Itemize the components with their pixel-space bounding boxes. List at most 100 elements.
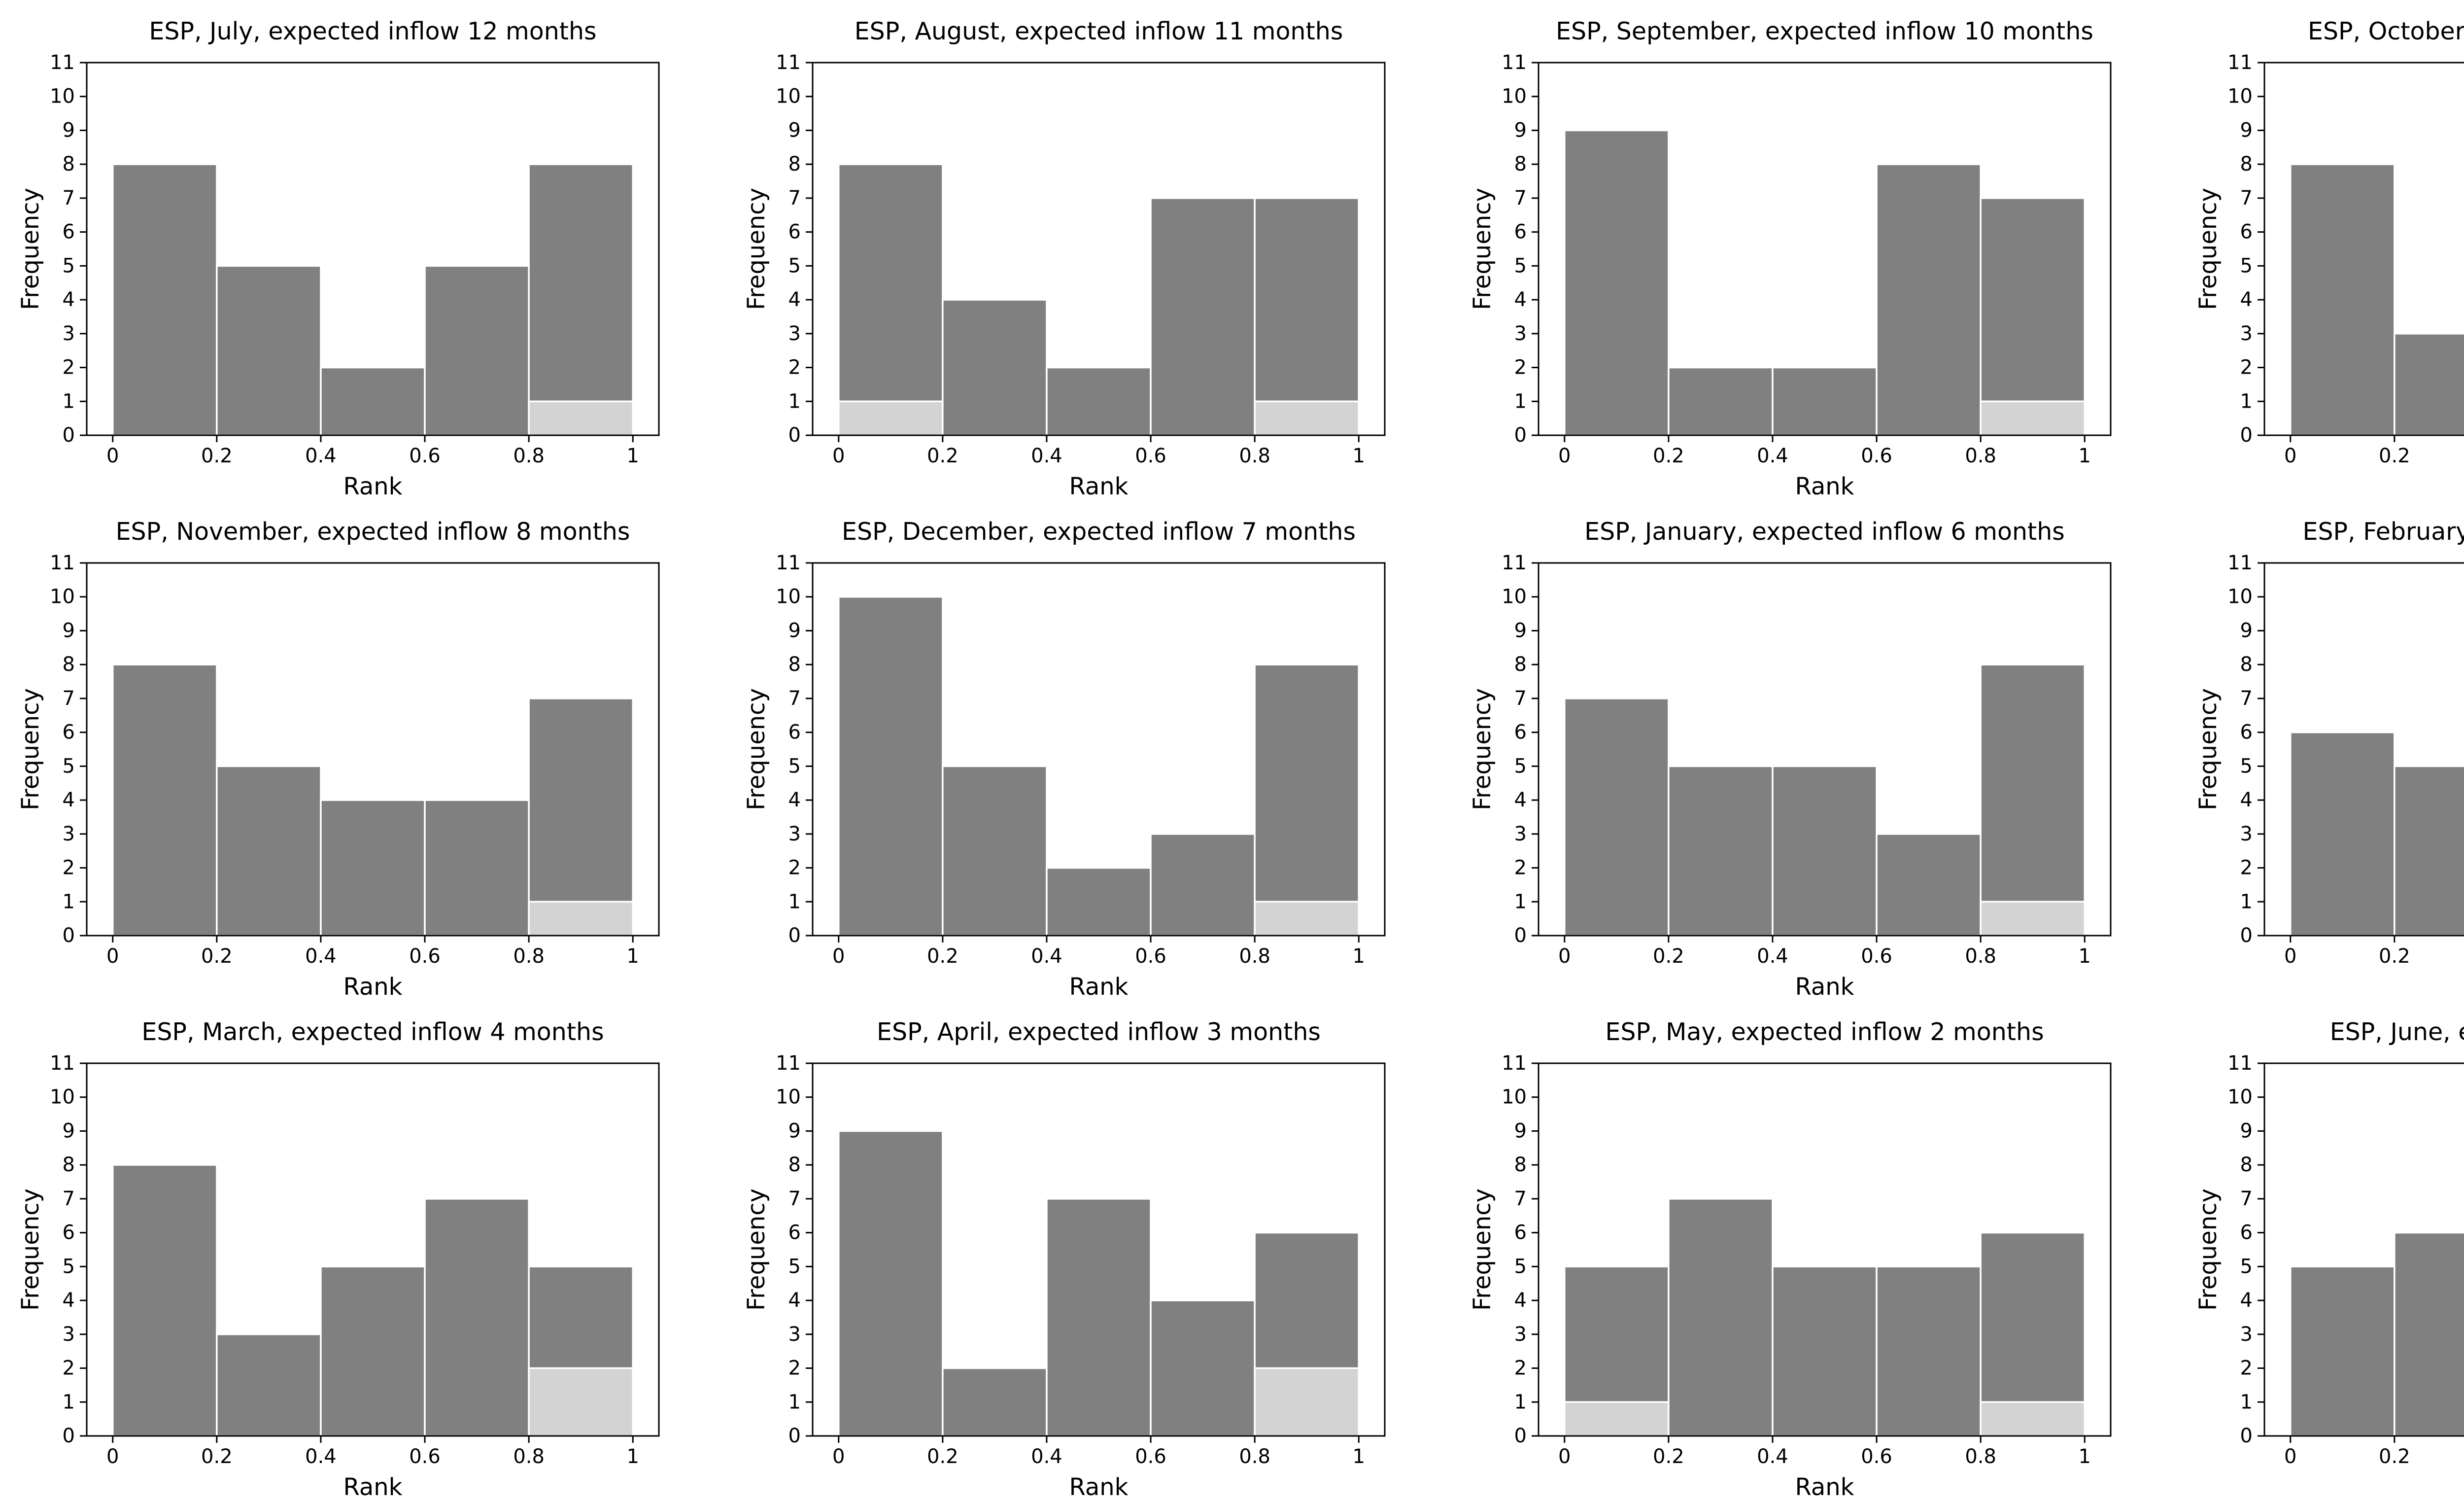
y-tick-label: 5 [63, 254, 75, 277]
x-tick-label: 0.2 [1653, 445, 1684, 467]
y-tick-label: 9 [63, 619, 75, 642]
subplot-title: ESP, September, expected inflow 10 month… [1556, 17, 2093, 45]
histogram-bar [528, 163, 634, 436]
y-tick-label: 2 [2240, 1357, 2253, 1380]
x-tick-label: 0.8 [513, 445, 545, 467]
histogram-canvas: 0 1 2 3 4 5 6 7 8 9 10 11 0 0.2 0.4 0.6 0.8 1 ESP, Septemb… [1469, 17, 2112, 500]
y-tick-label: 5 [788, 1255, 801, 1278]
subplot-3: 0 1 2 3 4 5 6 7 8 9 10 11 0 0.2 0.4 0.6 0.8 1 ESP, Septemb… [1452, 0, 2178, 500]
y-tick-label: 2 [63, 356, 75, 379]
y-tick-label: 11 [776, 1052, 801, 1075]
x-tick-label: 0.2 [201, 445, 233, 467]
x-tick-label: 0.8 [1965, 445, 1996, 467]
x-tick-label: 0.6 [1135, 945, 1166, 968]
y-tick-label: 4 [63, 789, 75, 811]
subplot-1: 0 1 2 3 4 5 6 7 8 9 10 11 0 0.2 0.4 0.6 0.8 1 ESP, July, e… [0, 0, 726, 500]
histogram-bar [1046, 366, 1152, 436]
y-tick-label: 1 [788, 390, 801, 413]
subplot-5: 0 1 2 3 4 5 6 7 8 9 10 11 0 0.2 0.4 0.6 0.8 1 ESP, Novembe… [0, 500, 726, 1001]
histogram-bar [838, 163, 944, 436]
axes-frame [812, 1062, 1386, 1437]
axes-frame [2263, 562, 2464, 937]
y-tick-label: 8 [788, 1153, 801, 1176]
y-tick-label: 3 [788, 823, 801, 845]
x-tick-label: 0.6 [1861, 445, 1892, 467]
x-tick-label: 0 [2284, 445, 2296, 467]
histogram-bar [216, 1333, 322, 1437]
histogram-bar [942, 765, 1048, 937]
histogram-bar [424, 1198, 530, 1437]
histogram-bar [2290, 1265, 2396, 1437]
y-tick-label: 5 [63, 755, 75, 777]
y-tick-label: 0 [63, 924, 75, 947]
x-tick-label: 0.2 [927, 1445, 958, 1468]
x-tick-label: 1 [1353, 1445, 1365, 1468]
x-tick-label: 0 [1558, 945, 1571, 968]
y-tick-label: 0 [1514, 1425, 1527, 1447]
y-tick-label: 7 [2240, 187, 2253, 209]
x-tick-label: 0.6 [409, 1445, 441, 1468]
histogram-bar [2290, 731, 2396, 937]
x-tick-label: 0.6 [1135, 1445, 1166, 1468]
y-tick-label: 5 [2240, 254, 2253, 277]
y-tick-label: 0 [788, 924, 801, 947]
x-axis-label: Rank [343, 973, 403, 1001]
histogram-bar [424, 265, 530, 436]
histogram-bar-light-overlay [1564, 1401, 1670, 1437]
x-tick-label: 0.8 [1239, 1445, 1270, 1468]
y-tick-label: 6 [788, 721, 801, 744]
y-tick-label: 5 [1514, 1255, 1527, 1278]
histogram-bar [320, 1265, 426, 1437]
y-tick-label: 6 [2240, 1222, 2253, 1244]
x-tick-label: 0.6 [1861, 945, 1892, 968]
x-tick-label: 0 [1558, 445, 1571, 467]
y-tick-label: 6 [63, 1222, 75, 1244]
histogram-bar [1980, 197, 2086, 436]
histogram-bar [1980, 663, 2086, 937]
y-tick-label: 9 [788, 619, 801, 642]
x-tick-label: 1 [1353, 445, 1365, 467]
y-tick-label: 9 [1514, 619, 1527, 642]
histogram-bar [1772, 366, 1878, 436]
x-tick-label: 0.2 [201, 945, 233, 968]
histogram-bar [320, 366, 426, 436]
y-tick-label: 11 [50, 51, 75, 74]
x-tick-label: 0.4 [305, 1445, 337, 1468]
y-tick-label: 1 [2240, 390, 2253, 413]
x-tick-label: 0 [106, 1445, 119, 1468]
y-tick-label: 3 [1514, 322, 1527, 345]
y-tick-label: 11 [776, 552, 801, 574]
y-axis-label: Frequency [17, 188, 44, 310]
y-tick-label: 9 [2240, 119, 2253, 141]
y-tick-label: 4 [788, 288, 801, 311]
y-tick-label: 7 [63, 687, 75, 710]
x-tick-label: 0 [2284, 1445, 2296, 1468]
y-tick-label: 11 [1502, 1052, 1527, 1075]
y-tick-label: 0 [1514, 924, 1527, 947]
y-tick-label: 5 [788, 755, 801, 777]
y-tick-label: 8 [788, 153, 801, 175]
x-tick-label: 0.6 [1861, 1445, 1892, 1468]
x-tick-label: 0 [1558, 1445, 1571, 1468]
axes-frame [812, 562, 1386, 937]
y-tick-label: 10 [1502, 586, 1527, 608]
x-tick-label: 1 [1353, 945, 1365, 968]
y-tick-label: 11 [50, 1052, 75, 1075]
subplot-title: ESP, April, expected inflow 3 months [877, 1018, 1321, 1046]
y-tick-label: 8 [2240, 1153, 2253, 1176]
y-tick-label: 0 [2240, 424, 2253, 447]
x-tick-label: 1 [2079, 445, 2091, 467]
histogram-bar [1150, 1299, 1256, 1437]
y-tick-label: 9 [788, 119, 801, 141]
subplot-title: ESP, November, expected inflow 8 months [116, 518, 630, 546]
subplot-6: 0 1 2 3 4 5 6 7 8 9 10 11 0 0.2 0.4 0.6 0.8 1 ESP, Decembe… [726, 500, 1452, 1001]
subplot-title: ESP, February, expected inflow 5 months [2302, 518, 2464, 546]
y-tick-label: 10 [776, 586, 801, 608]
histogram-canvas: 0 1 2 3 4 5 6 7 8 9 10 11 0 0.2 0.4 0.6 0.8 1 ESP, March, … [17, 1018, 660, 1501]
y-tick-label: 4 [788, 789, 801, 811]
histogram-bar [1668, 366, 1774, 436]
y-tick-label: 10 [776, 1086, 801, 1109]
x-tick-label: 0 [106, 945, 119, 968]
y-tick-label: 2 [1514, 1357, 1527, 1380]
histogram-bar [2394, 1231, 2464, 1437]
